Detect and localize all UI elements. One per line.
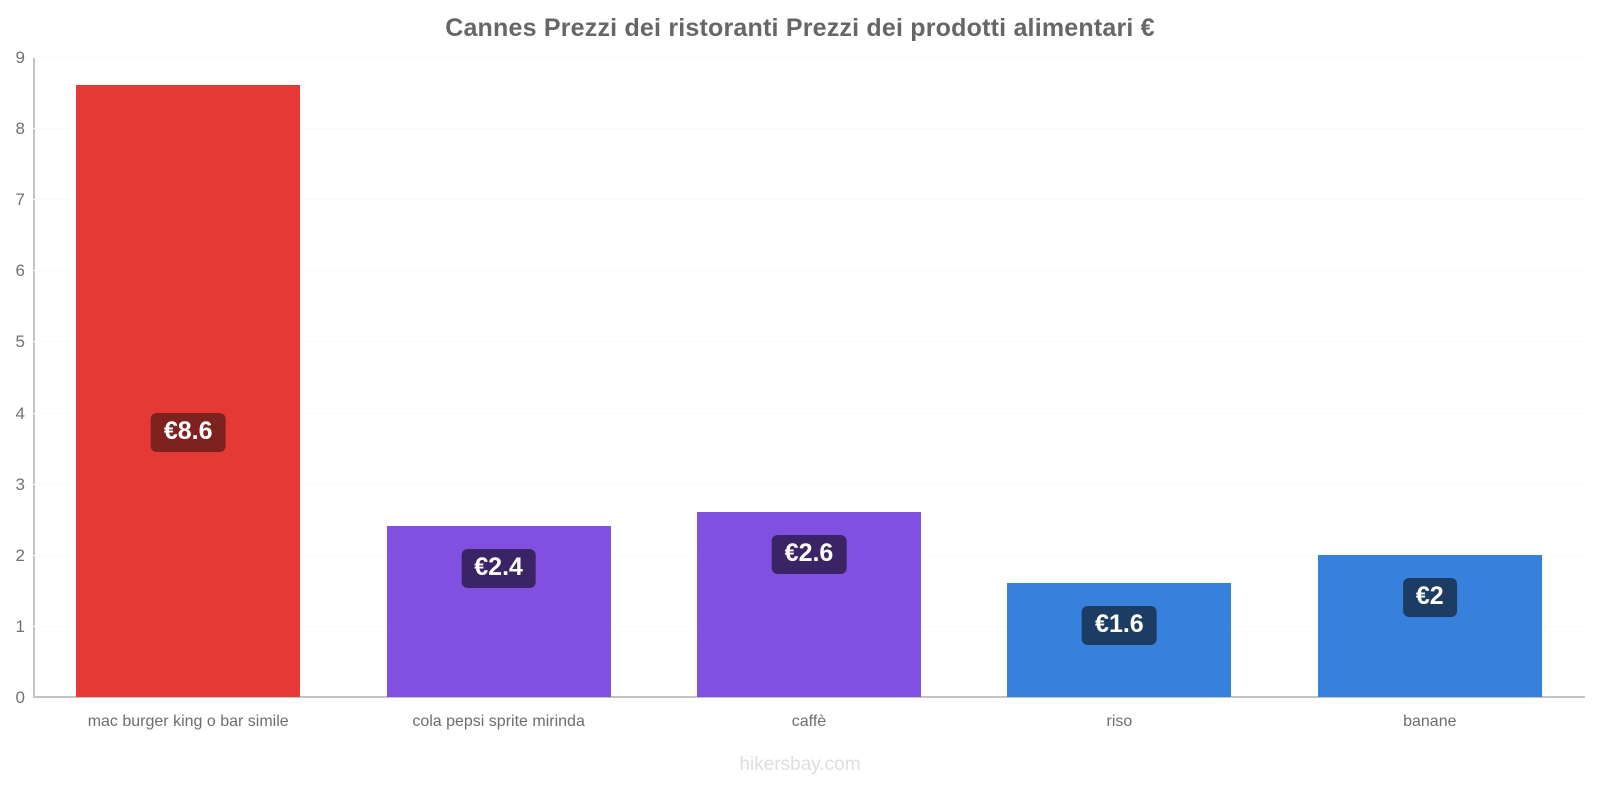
bar[interactable]: €1.6 [1007, 583, 1232, 697]
x-axis-tick-label: banane [1403, 713, 1457, 730]
x-axis-tick-label: cola pepsi sprite mirinda [412, 713, 585, 730]
gridline [33, 57, 1585, 58]
bar[interactable]: €2.4 [386, 526, 611, 697]
y-axis-tick-labels: 0 1 2 3 4 5 6 7 8 9 [0, 49, 25, 706]
y-axis-tick-label: 9 [15, 48, 25, 67]
x-axis-tick-label: riso [1106, 713, 1133, 730]
x-axis-tick-label: caffè [791, 713, 827, 730]
y-axis-line [33, 57, 35, 698]
y-axis-tick-label: 3 [15, 474, 25, 494]
gridline [33, 483, 1585, 485]
bar-value-label: €2.4 [461, 549, 536, 589]
x-axis-line [33, 696, 1585, 698]
gridline [33, 341, 1585, 343]
chart-title: Cannes Prezzi dei ristoranti Prezzi dei … [445, 14, 1155, 42]
plot-area: €8.6 €2.4 €2.6 €1.6 €2 [33, 57, 1585, 697]
bar-value-label: €1.6 [1082, 606, 1157, 646]
x-axis-tick-label: mac burger king o bar simile [87, 713, 289, 730]
y-axis-tick-label: 5 [15, 332, 25, 352]
y-axis-tick-label: 0 [15, 688, 25, 707]
footer-credit: hikersbay.com [739, 754, 861, 775]
y-axis-tick-label: 2 [15, 545, 25, 565]
y-axis-tick-label: 1 [15, 616, 25, 636]
bar[interactable]: €2.6 [697, 512, 921, 697]
y-axis-tick-label: 8 [15, 119, 25, 139]
y-axis-tick-label: 4 [15, 403, 25, 423]
bar-value-label: €2 [1402, 577, 1457, 617]
bar[interactable]: €2 [1317, 554, 1542, 697]
gridline [33, 199, 1585, 201]
gridline [33, 270, 1585, 272]
gridline [33, 128, 1585, 130]
y-axis-tick-label: 6 [15, 261, 25, 281]
bar-value-label: €8.6 [150, 413, 226, 453]
bar-value-label: €2.6 [771, 535, 847, 575]
bar[interactable]: €8.6 [76, 85, 301, 697]
gridline [33, 412, 1585, 414]
y-axis-tick-label: 7 [15, 190, 25, 210]
